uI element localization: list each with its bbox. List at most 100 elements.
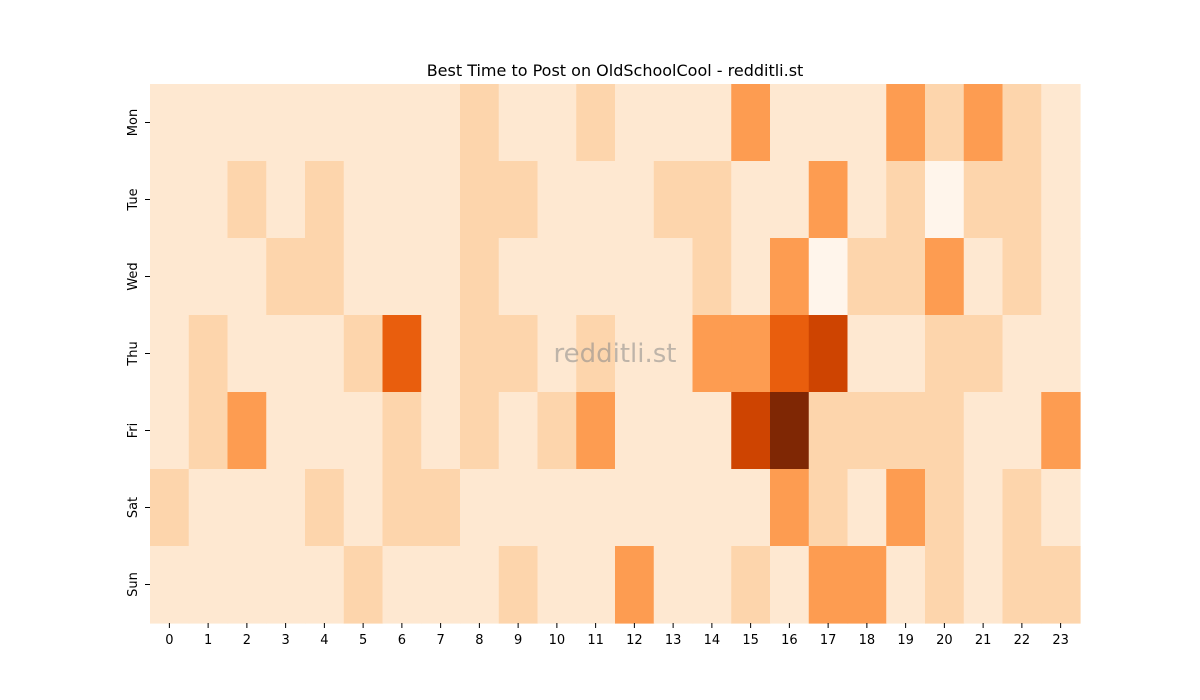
heatmap-cell-tue-15	[731, 161, 771, 239]
heatmap-cell-wed-0	[150, 238, 190, 316]
x-tick-label: 13	[665, 633, 682, 648]
heatmap-cell-fri-2	[227, 392, 267, 470]
chart-title: Best Time to Post on OldSchoolCool - red…	[427, 61, 804, 80]
heatmap-cell-wed-9	[498, 238, 539, 316]
heatmap-cell-thu-7	[421, 315, 461, 393]
y-tick-label: Fri	[126, 423, 141, 439]
heatmap-cell-thu-0	[150, 315, 190, 393]
x-tick-label: 11	[587, 633, 604, 648]
heatmap-cell-fri-18	[847, 392, 887, 470]
heatmap-cell-mon-0	[150, 84, 190, 162]
heatmap-cell-fri-17	[808, 392, 849, 470]
heatmap-cell-tue-8	[460, 161, 500, 239]
heatmap-cell-sat-15	[731, 469, 771, 547]
heatmap-cell-fri-15	[731, 392, 771, 470]
x-tick-label: 2	[243, 633, 251, 648]
heatmap-cell-tue-10	[537, 161, 577, 239]
heatmap-cell-mon-11	[576, 84, 616, 162]
heatmap-cell-wed-12	[615, 238, 655, 316]
heatmap-cell-fri-19	[886, 392, 926, 470]
heatmap-cell-sat-8	[460, 469, 500, 547]
heatmap-cell-thu-14	[692, 315, 732, 393]
heatmap-cell-tue-17	[808, 161, 849, 239]
x-tick-label: 4	[320, 633, 328, 648]
heatmap-cell-sun-6	[382, 546, 422, 624]
heatmap-cell-tue-21	[963, 161, 1004, 239]
heatmap-cell-sun-9	[498, 546, 539, 624]
heatmap-cell-fri-16	[770, 392, 810, 470]
heatmap-cell-fri-5	[343, 392, 384, 470]
x-tick-label: 22	[1014, 633, 1031, 648]
heatmap-cell-wed-19	[886, 238, 926, 316]
heatmap-cell-thu-3	[266, 315, 306, 393]
heatmap-cell-fri-11	[576, 392, 616, 470]
heatmap-cell-wed-5	[343, 238, 384, 316]
heatmap-cell-fri-13	[653, 392, 694, 470]
heatmap-cell-wed-20	[925, 238, 965, 316]
heatmap-cell-sun-13	[653, 546, 694, 624]
heatmap-cell-sun-8	[460, 546, 500, 624]
x-tick-label: 12	[626, 633, 643, 648]
heatmap-cell-tue-22	[1002, 161, 1042, 239]
heatmap-cell-tue-13	[653, 161, 694, 239]
heatmap-cell-sat-22	[1002, 469, 1042, 547]
heatmap-cell-fri-8	[460, 392, 500, 470]
heatmap-cell-tue-3	[266, 161, 306, 239]
x-tick-label: 19	[897, 633, 914, 648]
y-tick-label: Wed	[126, 262, 141, 290]
heatmap-cell-thu-19	[886, 315, 926, 393]
heatmap-cell-mon-1	[188, 84, 229, 162]
heatmap-cell-sun-14	[692, 546, 732, 624]
heatmap-cell-tue-0	[150, 161, 190, 239]
heatmap-cell-mon-15	[731, 84, 771, 162]
heatmap-cell-fri-10	[537, 392, 577, 470]
heatmap-cell-thu-12	[615, 315, 655, 393]
heatmap-cell-wed-22	[1002, 238, 1042, 316]
heatmap-cell-tue-20	[925, 161, 965, 239]
heatmap-cell-fri-3	[266, 392, 306, 470]
heatmap-cell-tue-12	[615, 161, 655, 239]
heatmap-cell-fri-14	[692, 392, 732, 470]
heatmap-cell-sat-6	[382, 469, 422, 547]
heatmap-cell-tue-23	[1041, 161, 1081, 239]
heatmap-cell-tue-4	[305, 161, 345, 239]
heatmap-cell-sat-12	[615, 469, 655, 547]
y-tick-label: Sun	[126, 572, 141, 597]
heatmap-cell-tue-16	[770, 161, 810, 239]
heatmap-cell-tue-6	[382, 161, 422, 239]
heatmap-cell-fri-4	[305, 392, 345, 470]
y-axis: Mon Tue Wed Thu Fri Sat Sun	[126, 109, 150, 597]
heatmap-cell-fri-21	[963, 392, 1004, 470]
heatmap-cell-wed-18	[847, 238, 887, 316]
x-tick-label: 6	[398, 633, 406, 648]
heatmap-cell-sat-0	[150, 469, 190, 547]
x-tick-label: 20	[936, 633, 953, 648]
heatmap-cell-mon-6	[382, 84, 422, 162]
heatmap-cell-sat-2	[227, 469, 267, 547]
heatmap-cell-wed-13	[653, 238, 694, 316]
heatmap-cell-thu-23	[1041, 315, 1081, 393]
x-tick-label: 18	[859, 633, 876, 648]
heatmap-cell-sat-9	[498, 469, 539, 547]
heatmap-cell-sun-2	[227, 546, 267, 624]
heatmap-cell-thu-16	[770, 315, 810, 393]
heatmap-cell-fri-20	[925, 392, 965, 470]
heatmap-cell-mon-22	[1002, 84, 1042, 162]
heatmap-cell-tue-5	[343, 161, 384, 239]
heatmap-cell-fri-1	[188, 392, 229, 470]
heatmap-cell-sat-17	[808, 469, 849, 547]
heatmap-cell-sun-0	[150, 546, 190, 624]
heatmap-cell-sun-23	[1041, 546, 1081, 624]
heatmap-cell-thu-17	[808, 315, 849, 393]
heatmap-cell-sun-18	[847, 546, 887, 624]
x-tick-label: 8	[475, 633, 483, 648]
heatmap-cell-thu-10	[537, 315, 577, 393]
heatmap-cell-wed-3	[266, 238, 306, 316]
heatmap-cell-wed-4	[305, 238, 345, 316]
heatmap-cell-thu-18	[847, 315, 887, 393]
heatmap-cell-sat-11	[576, 469, 616, 547]
heatmap-cell-mon-8	[460, 84, 500, 162]
heatmap-cell-tue-18	[847, 161, 887, 239]
heatmap-cell-mon-5	[343, 84, 384, 162]
x-tick-label: 15	[742, 633, 759, 648]
